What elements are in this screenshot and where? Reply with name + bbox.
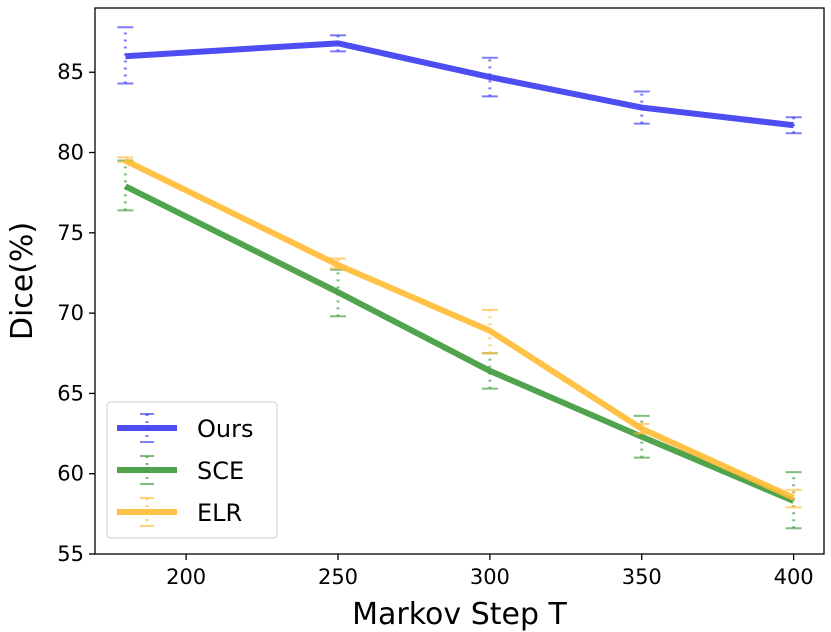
x-axis: 200 250 300 350 400	[166, 554, 814, 589]
y-tick-label-70: 70	[57, 301, 84, 325]
y-tick-label-55: 55	[57, 542, 84, 566]
series-elr	[117, 156, 802, 509]
x-tick-label-200: 200	[166, 565, 206, 589]
x-tick-label-250: 250	[318, 565, 358, 589]
x-axis-title: Markov Step T	[352, 597, 567, 632]
series-ours	[117, 26, 802, 135]
legend-box	[106, 401, 278, 539]
y-tick-label-65: 65	[57, 381, 84, 405]
series-layer	[117, 26, 802, 530]
legend-label-sce: SCE	[197, 457, 244, 485]
y-tick-label-75: 75	[57, 221, 84, 245]
x-tick-label-300: 300	[470, 565, 510, 589]
legend-label-elr: ELR	[197, 499, 242, 527]
x-tick-label-400: 400	[774, 565, 814, 589]
y-axis: 55 60 65 70 75 80 85	[57, 60, 95, 566]
plot-frame	[94, 7, 825, 555]
x-tick-label-350: 350	[622, 565, 662, 589]
y-tick-label-60: 60	[57, 462, 84, 486]
legend-item-ours: Ours	[117, 413, 253, 443]
legend-label-ours: Ours	[197, 415, 253, 443]
y-axis-title: Dice(%)	[5, 222, 40, 340]
legend-item-elr: ELR	[117, 497, 242, 527]
y-tick-label-85: 85	[57, 60, 84, 84]
y-tick-label-80: 80	[57, 141, 84, 165]
legend: Ours SCE ELR	[106, 401, 278, 539]
legend-item-sce: SCE	[117, 455, 244, 485]
